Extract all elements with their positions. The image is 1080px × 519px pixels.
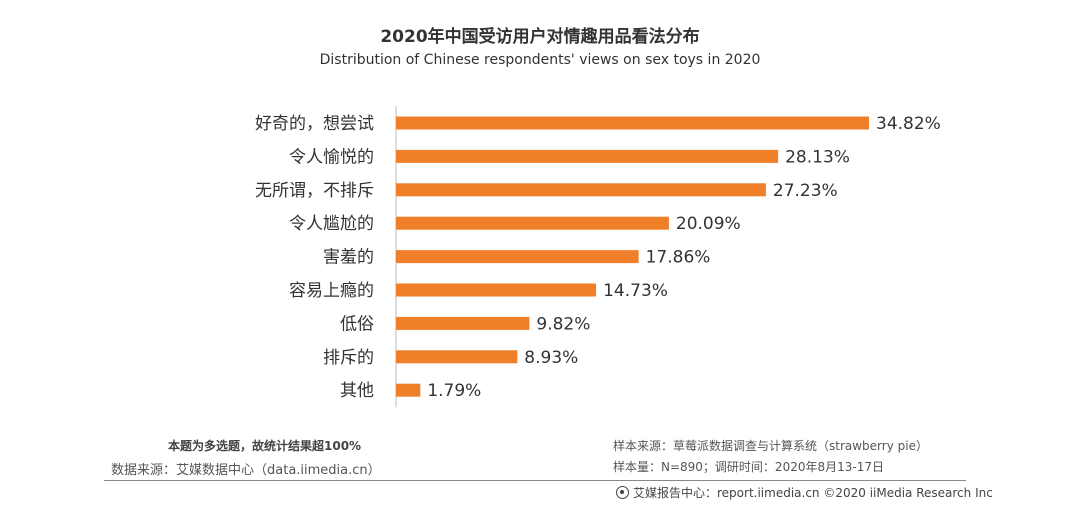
- bar: [396, 350, 518, 364]
- copyright-text: 艾媒报告中心：report.iimedia.cn ©2020 iiMedia R…: [633, 486, 993, 500]
- bar: [396, 383, 421, 397]
- value-label: 9.82%: [536, 314, 590, 334]
- value-label: 20.09%: [676, 214, 741, 234]
- category-label: 令人尴尬的: [289, 214, 374, 234]
- category-label: 好奇的，想尝试: [255, 114, 374, 134]
- bar: [396, 116, 869, 130]
- category-label: 无所谓，不排斥: [255, 181, 374, 201]
- bar: [396, 183, 766, 197]
- bar: [396, 283, 597, 297]
- bar: [396, 149, 779, 163]
- value-label: 8.93%: [524, 348, 578, 368]
- sample-source: 样本来源：草莓派数据调查与计算系统（strawberry pie）: [613, 439, 928, 453]
- value-label: 27.23%: [773, 181, 838, 201]
- category-label: 其他: [340, 381, 374, 401]
- value-label: 34.82%: [876, 114, 941, 134]
- category-label: 令人愉悦的: [289, 147, 374, 167]
- value-label: 17.86%: [646, 248, 711, 268]
- iimedia-logo-icon: [616, 486, 629, 499]
- bar-chart: 好奇的，想尝试 34.82% 令人愉悦的 28.13% 无所谓，不排斥 27.23% 令人尴…: [255, 106, 941, 408]
- chart-title: 2020年中国受访用户对情趣用品看法分布: [380, 27, 700, 47]
- multi-choice-note: 本题为多选题，故统计结果超100%: [168, 439, 362, 453]
- copyright: 艾媒报告中心：report.iimedia.cn ©2020 iiMedia R…: [616, 484, 993, 501]
- bar: [396, 216, 669, 230]
- category-label: 排斥的: [323, 348, 374, 368]
- data-source: 数据来源：艾媒数据中心（data.iimedia.cn）: [111, 463, 381, 478]
- sample-size: 样本量：N=890；调研时间：2020年8月13-17日: [613, 460, 884, 474]
- bar: [396, 316, 530, 330]
- chart-subtitle: Distribution of Chinese respondents' vie…: [319, 52, 761, 68]
- footer-divider: [104, 480, 966, 481]
- value-label: 28.13%: [785, 147, 850, 167]
- bar: [396, 250, 639, 264]
- category-label: 低俗: [340, 314, 374, 334]
- category-label: 害羞的: [323, 248, 374, 268]
- value-label: 1.79%: [427, 381, 481, 401]
- category-label: 容易上瘾的: [289, 281, 374, 301]
- value-label: 14.73%: [603, 281, 668, 301]
